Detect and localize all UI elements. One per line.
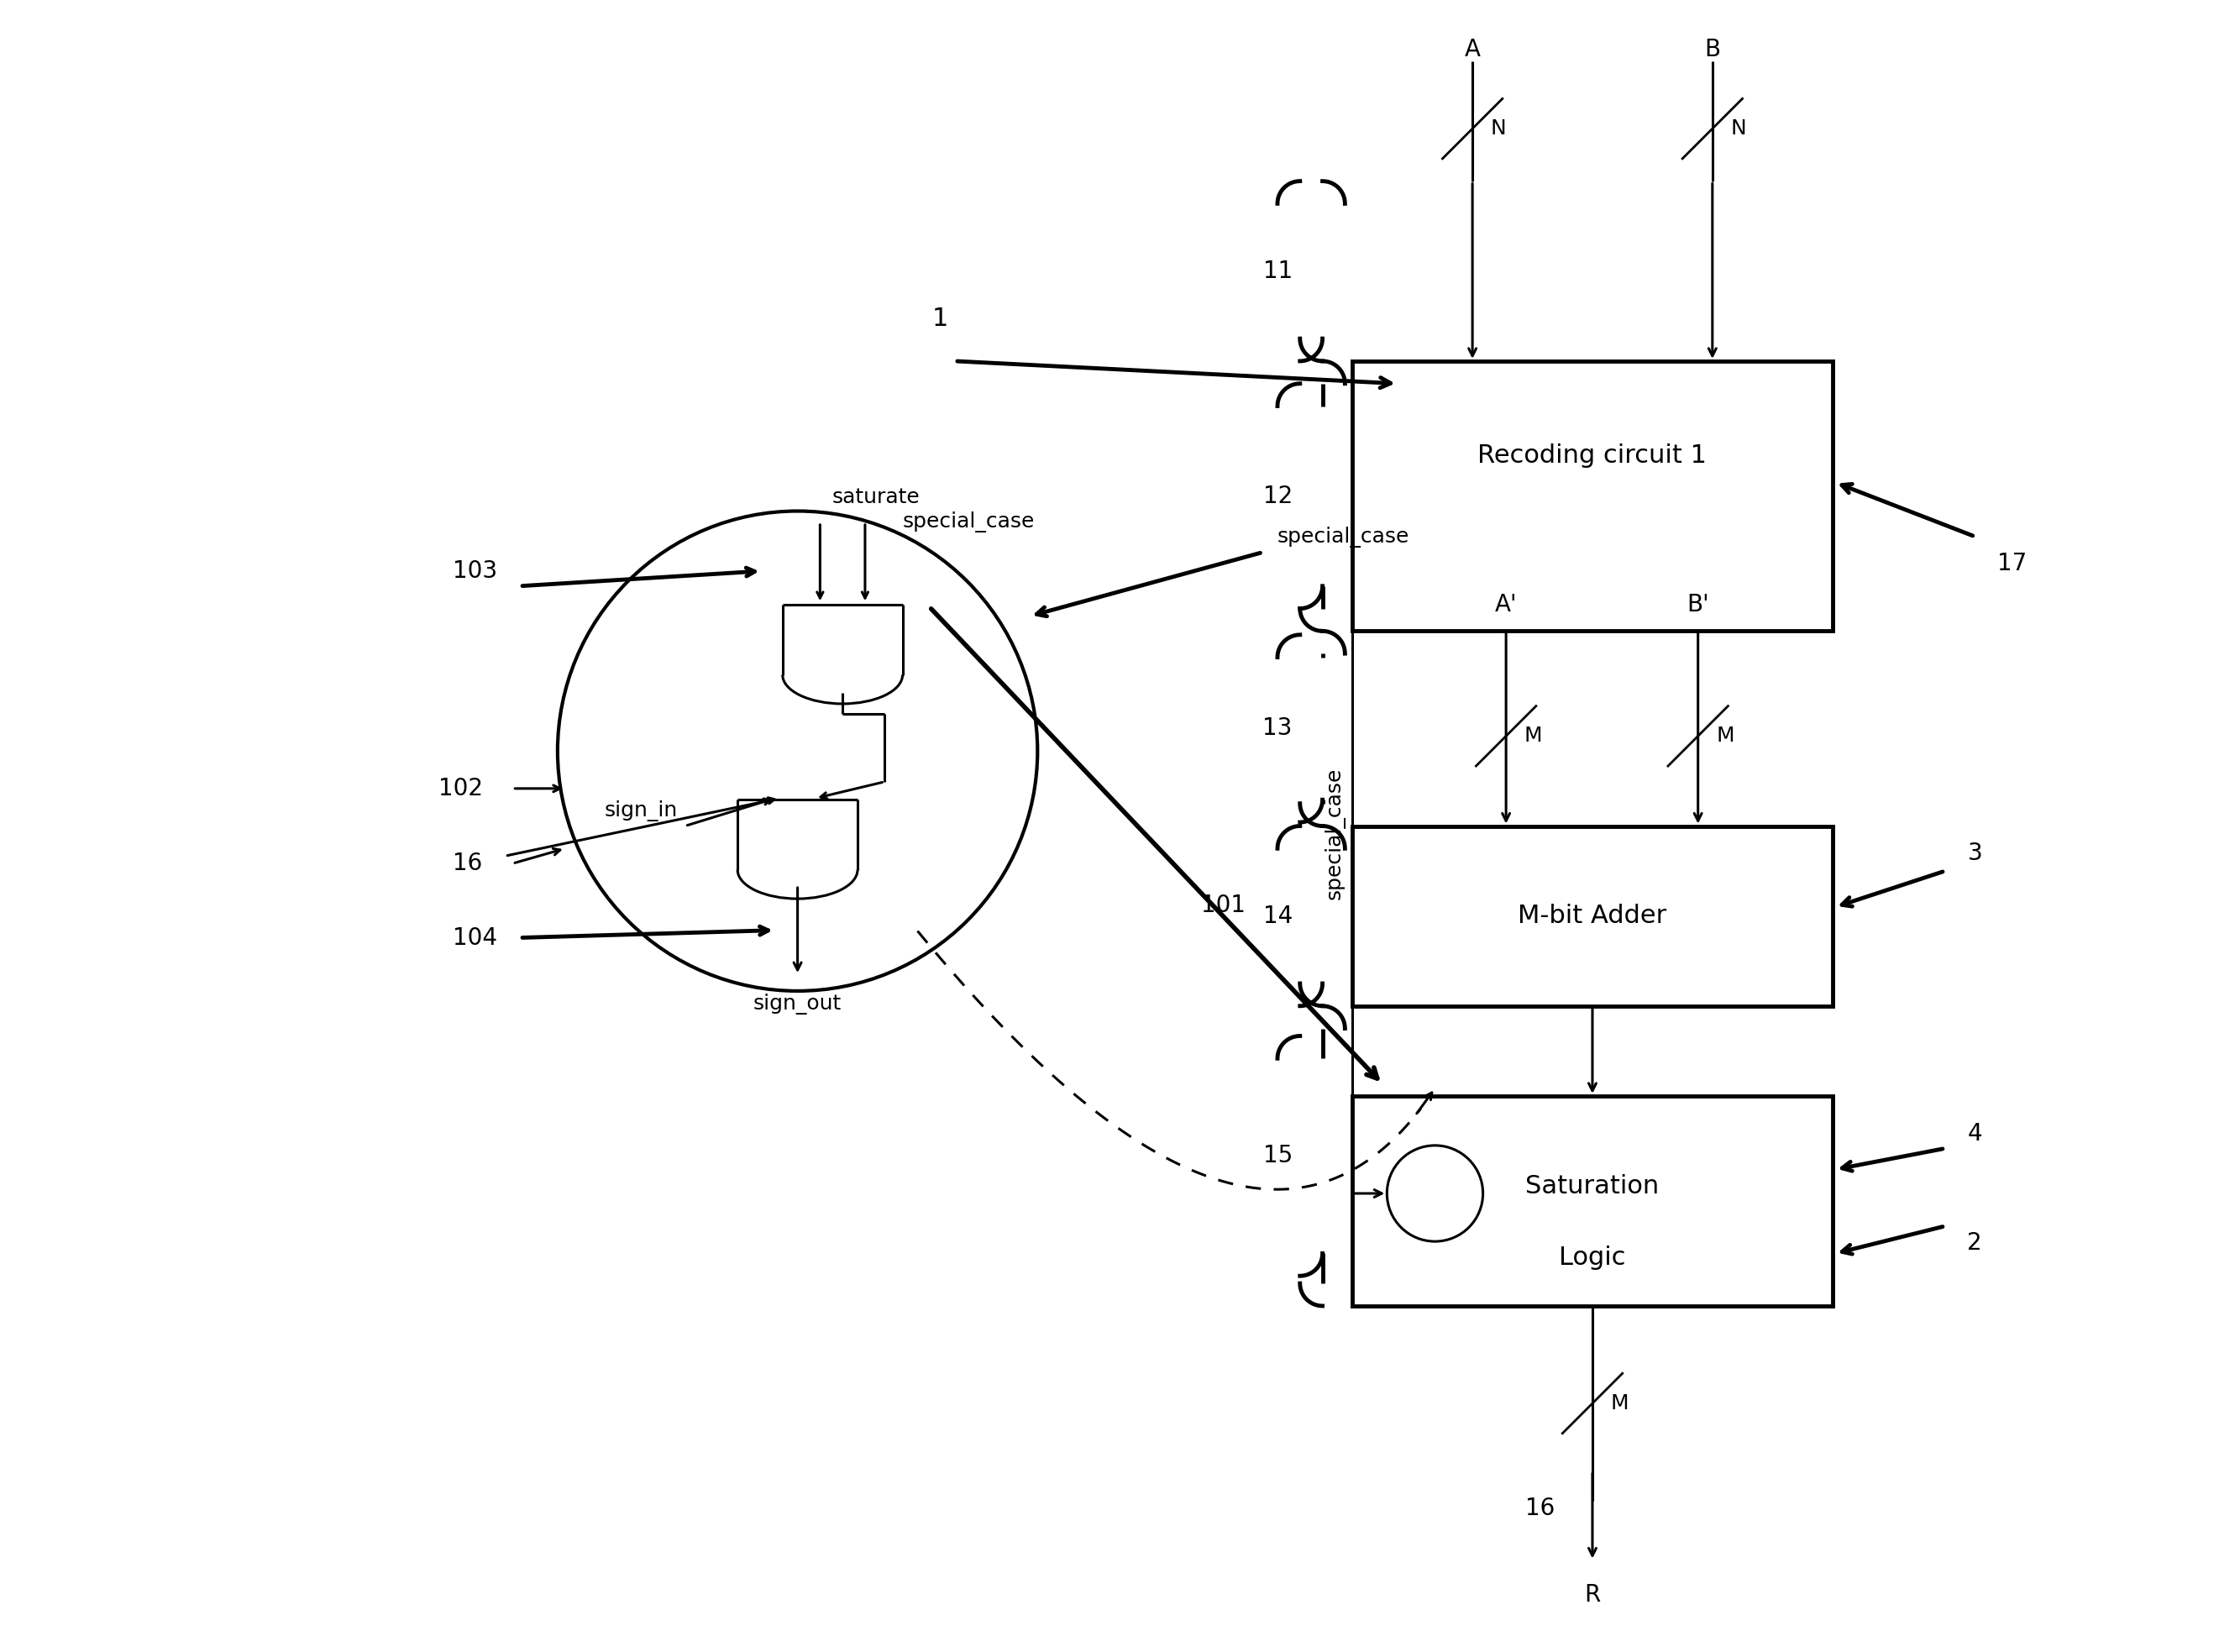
Text: M: M (1611, 1393, 1628, 1414)
Text: M: M (1523, 725, 1541, 747)
Text: N: N (1732, 119, 1747, 139)
Text: B': B' (1687, 593, 1709, 616)
Text: A: A (1465, 38, 1481, 61)
Text: 3: 3 (1967, 841, 1982, 864)
Text: sign_out: sign_out (753, 993, 842, 1014)
Text: 15: 15 (1263, 1145, 1292, 1168)
Text: M-bit Adder: M-bit Adder (1519, 904, 1667, 928)
Bar (1353, 362, 1832, 631)
Text: 103: 103 (452, 560, 497, 583)
Bar (1353, 826, 1832, 1006)
Text: Logic: Logic (1559, 1246, 1626, 1270)
Text: Saturation: Saturation (1525, 1175, 1660, 1198)
Text: 17: 17 (1998, 552, 2027, 575)
Text: saturate: saturate (831, 487, 921, 507)
Text: sign_in: sign_in (605, 801, 676, 821)
Bar (1353, 1095, 1832, 1305)
Text: 12: 12 (1263, 484, 1292, 507)
Text: 104: 104 (452, 927, 497, 950)
Text: A': A' (1494, 593, 1516, 616)
Text: N: N (1490, 119, 1505, 139)
Text: 101: 101 (1201, 894, 1245, 917)
Text: special_case: special_case (1324, 768, 1344, 900)
Text: special_case: special_case (1277, 527, 1409, 548)
Text: 16: 16 (1525, 1497, 1555, 1520)
Text: Recoding circuit 1: Recoding circuit 1 (1478, 443, 1707, 468)
Text: B: B (1705, 38, 1720, 61)
Text: 1: 1 (932, 307, 948, 330)
Text: 102: 102 (439, 776, 482, 800)
Text: 2: 2 (1967, 1231, 1982, 1254)
Text: 4: 4 (1967, 1122, 1982, 1145)
Text: R: R (1584, 1583, 1602, 1607)
Text: 14: 14 (1263, 904, 1292, 928)
Text: M: M (1716, 725, 1734, 747)
Text: 11: 11 (1263, 259, 1292, 282)
Text: 13: 13 (1263, 717, 1292, 740)
Text: special_case: special_case (903, 512, 1035, 534)
Text: 16: 16 (452, 852, 482, 876)
